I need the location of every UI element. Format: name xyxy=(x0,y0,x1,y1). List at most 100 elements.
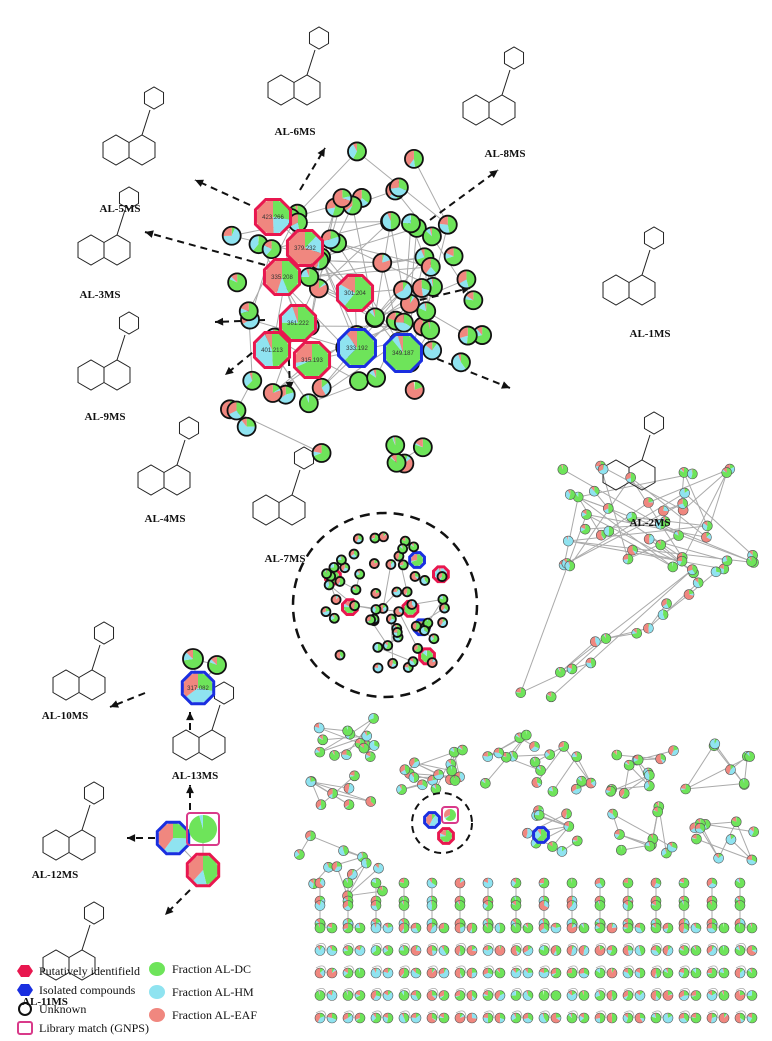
network-node-plain xyxy=(725,764,736,775)
network-node-plain xyxy=(570,783,582,795)
pie-slice xyxy=(735,945,746,956)
pie-slice xyxy=(656,990,661,1000)
pie-slice xyxy=(526,990,528,996)
pie-slice xyxy=(411,554,418,561)
pie-slice xyxy=(352,869,355,875)
pie-slice xyxy=(429,815,438,827)
network-node-unknown xyxy=(385,435,406,456)
pie-slice xyxy=(484,923,488,928)
network-node-plain xyxy=(382,990,394,1001)
network-node-unknown xyxy=(463,290,484,311)
pie-slice xyxy=(432,814,436,820)
pie-slice xyxy=(551,926,562,934)
pie-slice xyxy=(328,580,330,585)
pie-slice xyxy=(608,526,614,537)
pie-slice xyxy=(421,278,431,291)
pie-slice xyxy=(512,878,521,889)
network-edge xyxy=(605,627,649,640)
network-node-plain xyxy=(494,990,506,1001)
pie-slice xyxy=(496,969,500,973)
network-node-plain xyxy=(578,967,590,979)
legend-label: Library match (GNPS) xyxy=(39,1021,149,1035)
pie-slice xyxy=(305,394,309,404)
pie-slice xyxy=(398,544,408,554)
network-node-unknown xyxy=(261,239,282,260)
network-node-plain xyxy=(678,945,690,956)
pie-slice xyxy=(623,923,633,933)
pie-slice xyxy=(359,744,364,749)
pie-slice xyxy=(343,845,349,856)
pie-slice xyxy=(438,223,450,234)
pie-slice xyxy=(567,968,577,978)
pie-slice xyxy=(432,968,436,973)
network-node-plain xyxy=(494,945,506,956)
pie-slice xyxy=(501,752,512,763)
pie-slice xyxy=(598,900,600,906)
pie-slice xyxy=(640,990,644,996)
pie-slice xyxy=(707,968,718,978)
pie-slice xyxy=(386,1013,393,1023)
pie-slice xyxy=(330,230,340,240)
pie-slice xyxy=(691,1016,696,1018)
pie-slice xyxy=(729,766,736,775)
pie-slice xyxy=(658,609,665,620)
pie-slice xyxy=(427,321,431,330)
pie-slice xyxy=(402,900,404,906)
pie-slice xyxy=(285,385,295,395)
network-node-plain xyxy=(555,666,566,678)
pie-slice xyxy=(516,732,520,738)
network-node-plain xyxy=(622,922,634,934)
pie-slice xyxy=(624,1013,628,1018)
network-node-plain xyxy=(594,1012,606,1024)
pie-slice xyxy=(439,923,444,930)
pie-slice xyxy=(342,845,344,851)
pie-slice xyxy=(530,757,541,768)
network-node-isolated: 349.187 xyxy=(383,333,423,373)
network-edge xyxy=(377,646,414,663)
pie-slice xyxy=(371,533,380,543)
network-node-unknown xyxy=(437,214,458,235)
pie-slice xyxy=(403,662,409,668)
pie-slice xyxy=(339,333,357,361)
network-node-plain xyxy=(571,835,583,847)
pie-slice xyxy=(493,747,499,753)
pie-slice xyxy=(409,757,415,767)
pie-slice xyxy=(510,945,518,956)
pie-slice xyxy=(526,828,533,839)
pie-slice xyxy=(714,853,719,859)
pie-slice xyxy=(707,972,712,975)
network-node-plain xyxy=(678,990,690,1001)
pie-slice xyxy=(564,813,567,819)
network-node-plain xyxy=(725,834,737,845)
pie-slice xyxy=(327,1013,332,1018)
network-nodes: 423.266379.232335.208301.204361.222401.2… xyxy=(155,141,760,1024)
pie-slice xyxy=(563,558,567,564)
pie-slice xyxy=(483,878,488,883)
pie-slice xyxy=(375,588,381,594)
pie-slice xyxy=(312,378,327,397)
pie-slice xyxy=(681,900,684,906)
pie-slice xyxy=(336,595,337,600)
network-node-plain xyxy=(370,967,382,979)
pie-slice xyxy=(556,923,561,928)
pie-slice xyxy=(424,302,427,312)
pie-slice xyxy=(348,196,362,215)
pie-slice xyxy=(684,990,689,996)
pie-slice xyxy=(423,575,425,581)
pie-slice xyxy=(341,754,352,760)
pie-slice xyxy=(460,973,463,978)
network-edge xyxy=(608,530,674,568)
pie-slice xyxy=(707,992,717,1001)
pie-slice xyxy=(569,663,578,674)
network-node-plain xyxy=(538,990,550,1001)
pie-slice xyxy=(473,326,492,345)
network-node-plain xyxy=(314,877,326,889)
pie-slice xyxy=(372,945,382,956)
green-circle-icon xyxy=(149,962,165,976)
pie-slice xyxy=(579,1015,584,1022)
network-node-unknown xyxy=(428,633,440,645)
pie-slice xyxy=(263,384,282,403)
network-node-plain xyxy=(650,990,662,1001)
pie-slice xyxy=(746,1015,752,1023)
pie-slice xyxy=(585,778,595,789)
